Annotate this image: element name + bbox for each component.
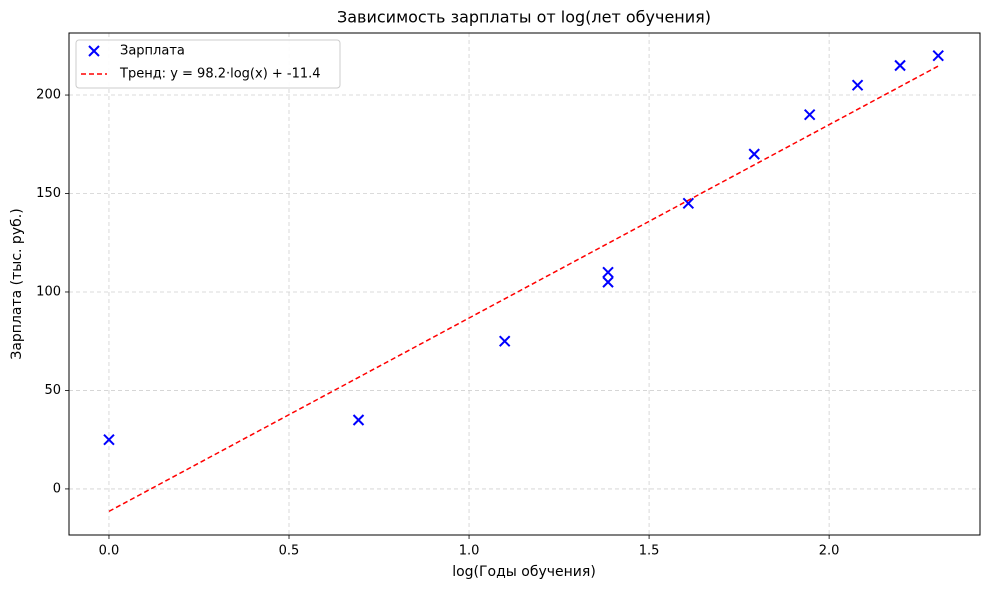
y-axis-label: Зарплата (тыс. руб.) xyxy=(9,208,25,359)
trend-line xyxy=(108,65,939,513)
chart-title: Зависимость зарплаты от log(лет обучения… xyxy=(337,8,711,27)
y-tick-label: 100 xyxy=(36,284,61,299)
x-tick-label: 1.0 xyxy=(459,544,480,559)
plot-frame xyxy=(68,32,981,536)
scatter-point xyxy=(682,197,695,210)
x-tick-label: 0.5 xyxy=(279,544,300,559)
scatter-point xyxy=(748,148,760,160)
scatter-point xyxy=(498,335,511,347)
y-tick-label: 0 xyxy=(53,481,61,496)
scatter-point xyxy=(602,276,614,288)
scatter-point xyxy=(851,79,864,91)
y-tick-label: 200 xyxy=(36,88,61,103)
scatter-point xyxy=(103,433,115,446)
x-tick-label: 1.5 xyxy=(639,544,660,559)
scatter-point xyxy=(803,109,816,121)
scatter-point xyxy=(932,49,944,62)
legend-marker xyxy=(88,45,100,57)
legend-label: Зарплата xyxy=(120,44,185,59)
x-tick-label: 0.0 xyxy=(99,544,120,559)
legend-label: Тренд: y = 98.2·log(x) + -11.4 xyxy=(119,67,321,82)
x-tick-label: 2.0 xyxy=(819,544,840,559)
scatter-point xyxy=(894,59,906,72)
scatter-point xyxy=(352,414,365,426)
x-axis-label: log(Годы обучения) xyxy=(452,564,596,580)
y-tick-label: 150 xyxy=(36,186,61,201)
scatter-point xyxy=(602,266,614,278)
y-tick-label: 50 xyxy=(44,383,61,398)
legend-box xyxy=(75,39,341,89)
